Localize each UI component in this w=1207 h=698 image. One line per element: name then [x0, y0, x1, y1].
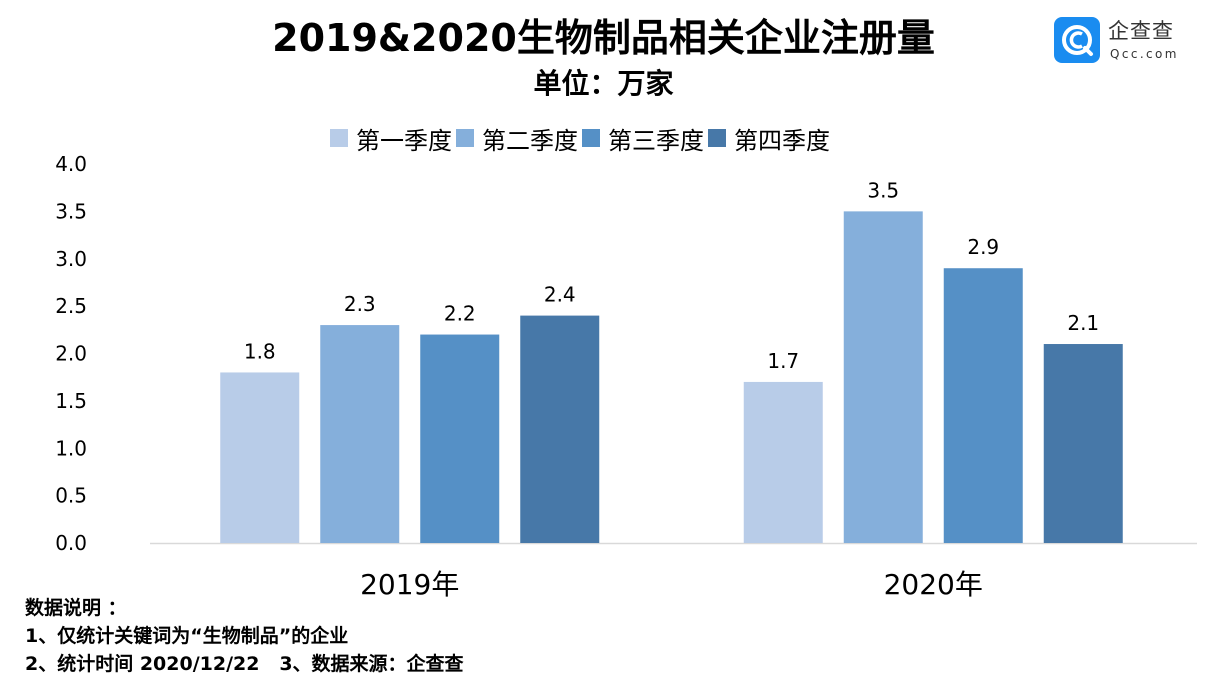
data-label: 2.9 — [967, 235, 999, 259]
y-tick-label: 1.0 — [55, 436, 87, 460]
legend-label-q1: 第一季度 — [356, 126, 452, 155]
y-tick-label: 3.5 — [55, 199, 87, 223]
qcc-logo: 企查查 Qcc.com — [1054, 17, 1194, 65]
x-category-label: 2019年 — [360, 568, 459, 601]
bar-第三季度-2020年 — [943, 268, 1023, 543]
chart-subtitle: 单位：万家 — [533, 67, 674, 100]
data-label: 2.1 — [1067, 311, 1099, 335]
legend-label-q3: 第三季度 — [608, 126, 704, 155]
bar-第三季度-2019年 — [420, 334, 500, 543]
bar-第一季度-2019年 — [220, 372, 300, 543]
legend-item-q4: 第四季度 — [708, 121, 830, 156]
data-label: 1.8 — [244, 339, 276, 363]
logo-name-cn: 企查查 — [1108, 19, 1174, 43]
y-tick-label: 4.0 — [55, 152, 87, 176]
data-notes: 数据说明 ： 1、仅统计关键词为“生物制品”的企业 2、统计时间 2020/12… — [25, 594, 464, 678]
y-tick-label: 0.0 — [55, 531, 87, 555]
notes-line-2: 2、统计时间 2020/12/22 3、数据来源：企查查 — [25, 653, 464, 675]
y-tick-label: 2.5 — [55, 294, 87, 318]
notes-line-1: 1、仅统计关键词为“生物制品”的企业 — [25, 625, 349, 647]
legend-swatch-q3 — [582, 129, 600, 147]
legend-item-q3: 第三季度 — [582, 121, 704, 156]
legend-swatch-q2 — [456, 129, 474, 147]
y-tick-label: 2.0 — [55, 342, 87, 366]
data-label: 1.7 — [767, 349, 799, 373]
qcc-logo-icon — [1054, 17, 1100, 63]
y-tick-label: 3.0 — [55, 247, 87, 271]
legend-label-q4: 第四季度 — [734, 126, 830, 155]
chart-title: 2019&2020生物制品相关企业注册量 — [272, 16, 935, 60]
y-tick-label: 1.5 — [55, 389, 87, 413]
legend-swatch-q4 — [708, 129, 726, 147]
legend-swatch-q1 — [330, 129, 348, 147]
data-label: 2.4 — [544, 283, 576, 307]
legend-item-q2: 第二季度 — [456, 121, 578, 156]
legend-label-q2: 第二季度 — [482, 126, 578, 155]
data-label: 2.2 — [444, 302, 476, 326]
bar-第四季度-2020年 — [1043, 344, 1123, 543]
data-label: 3.5 — [867, 178, 899, 202]
chart-legend: 第一季度 第二季度 第三季度 第四季度 — [330, 121, 834, 156]
x-category-label: 2020年 — [884, 568, 983, 601]
bar-第一季度-2020年 — [743, 381, 823, 543]
y-tick-label: 0.5 — [55, 484, 87, 508]
data-label: 2.3 — [344, 292, 376, 316]
logo-name-en: Qcc.com — [1110, 47, 1179, 61]
bar-第二季度-2019年 — [320, 325, 400, 543]
bar-第四季度-2019年 — [520, 315, 600, 543]
notes-heading: 数据说明 ： — [25, 597, 127, 619]
bar-第二季度-2020年 — [843, 211, 923, 543]
legend-item-q1: 第一季度 — [330, 121, 452, 156]
